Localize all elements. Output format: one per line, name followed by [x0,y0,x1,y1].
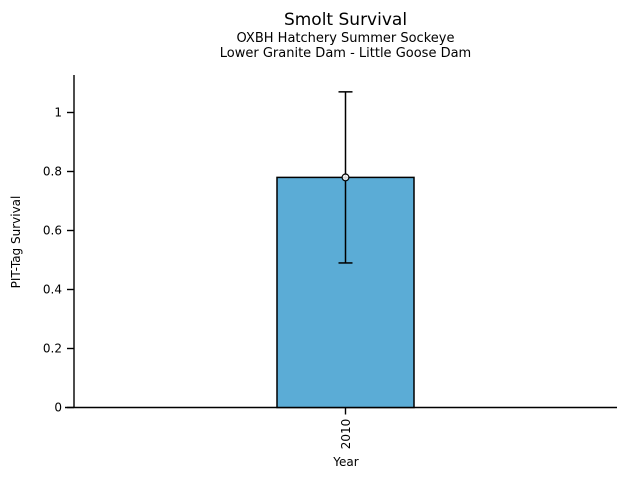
y-tick-label: 0.8 [43,165,62,179]
chart-subtitle-line1: OXBH Hatchery Summer Sockeye [236,31,455,46]
point-marker [341,173,350,182]
y-tick-label: 0.2 [43,342,62,356]
chart-title: Smolt Survival [283,10,408,30]
y-tick-label: 0 [54,401,62,415]
y-tick-label: 1 [54,106,62,120]
y-tick-label: 0.4 [43,283,62,297]
y-tick-label: 0.6 [43,224,62,238]
y-axis-label: PIT-Tag Survival [9,195,23,289]
chart-subtitle-line2: Lower Granite Dam - Little Goose Dam [219,46,472,61]
x-axis-label: Year [333,455,359,469]
x-tick-label-2010: 2010 [339,418,353,450]
